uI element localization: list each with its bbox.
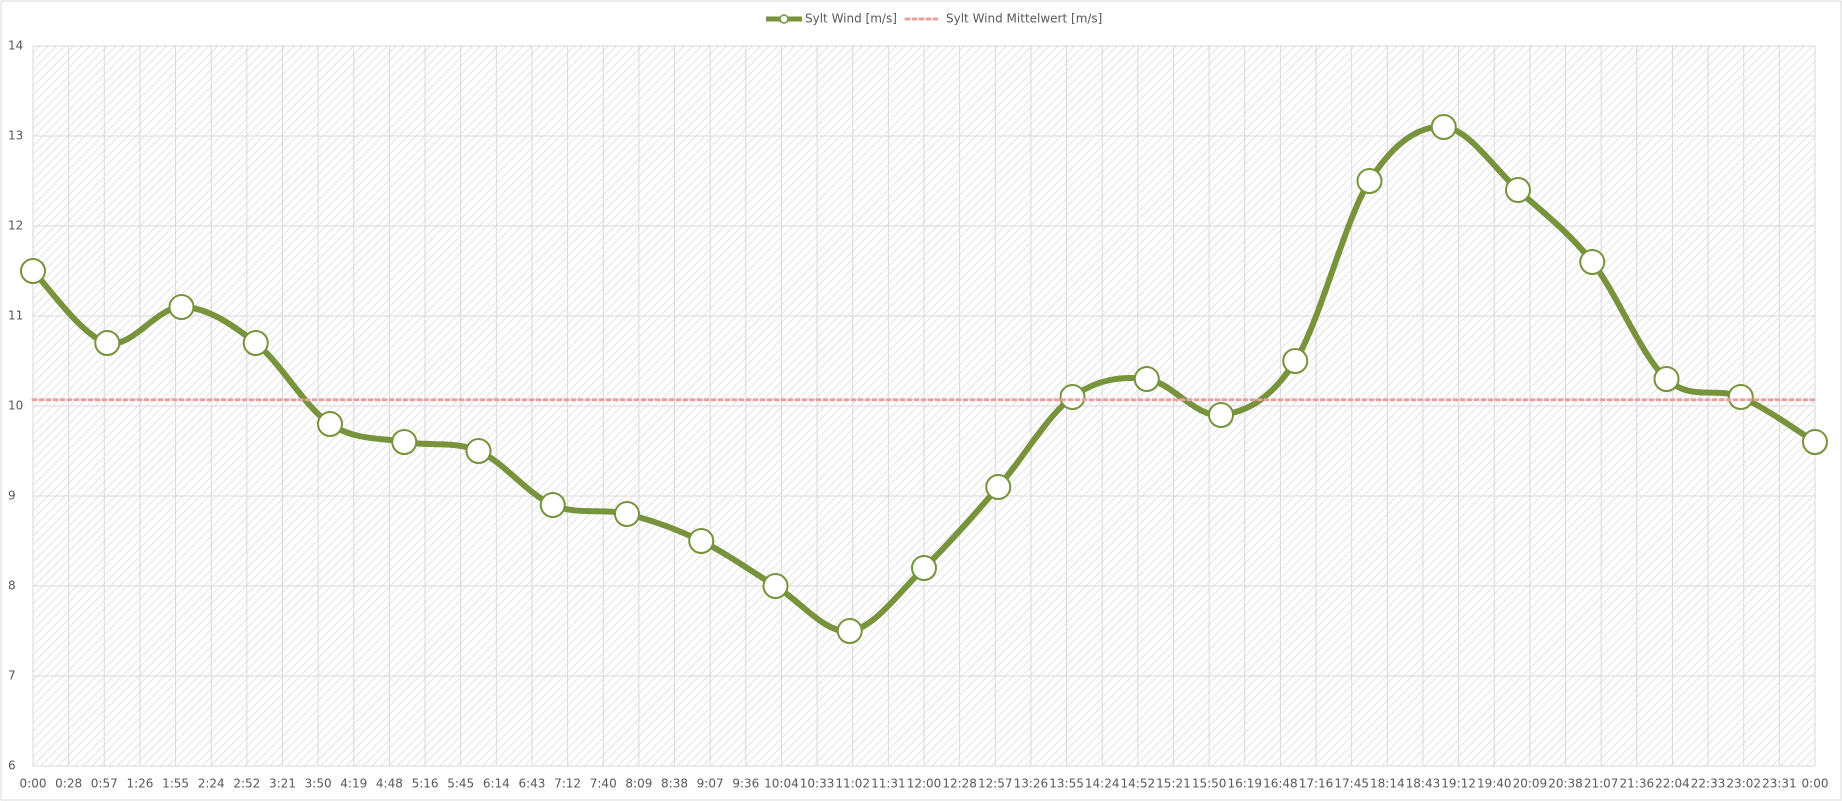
point-marker [94, 330, 121, 356]
legend-label: Sylt Wind Mittelwert [m/s] [946, 12, 1102, 26]
point-marker [539, 492, 566, 518]
point-marker [1653, 366, 1680, 392]
x-tick-label: 20:09 [1513, 777, 1548, 791]
point-marker [1133, 366, 1160, 392]
x-tick-label: 0:00 [1802, 777, 1829, 791]
x-tick-label: 14:52 [1121, 777, 1156, 791]
x-tick-label: 5:45 [447, 777, 474, 791]
point-marker [614, 501, 640, 527]
x-tick-label: 17:45 [1334, 777, 1369, 791]
x-tick-label: 7:40 [590, 777, 617, 791]
point-marker [762, 573, 789, 599]
x-tick-label: 12:00 [907, 777, 942, 791]
point-marker [1579, 249, 1606, 275]
x-tick-label: 16:19 [1227, 777, 1262, 791]
y-tick-label: 13 [8, 129, 23, 143]
point-marker [317, 411, 343, 437]
x-tick-label: 20:38 [1548, 777, 1583, 791]
x-tick-label: 21:07 [1584, 777, 1619, 791]
x-tick-label: 1:55 [162, 777, 189, 791]
y-tick-label: 10 [8, 399, 23, 413]
point-marker [1356, 168, 1383, 194]
x-tick-label: 1:26 [126, 777, 153, 791]
point-marker [1208, 402, 1234, 428]
x-tick-label: 19:12 [1441, 777, 1476, 791]
x-tick-label: 11:02 [835, 777, 870, 791]
x-tick-label: 23:02 [1726, 777, 1761, 791]
x-tick-label: 5:16 [412, 777, 439, 791]
x-tick-label: 2:24 [198, 777, 225, 791]
x-tick-label: 22:04 [1655, 777, 1690, 791]
point-marker [1430, 114, 1457, 140]
point-marker [20, 258, 46, 284]
point-marker [168, 294, 195, 320]
point-marker [391, 429, 418, 455]
point-marker [911, 555, 937, 581]
x-tick-label: 13:26 [1014, 777, 1049, 791]
point-marker [1727, 384, 1754, 410]
marks [20, 114, 1828, 644]
x-tick-label: 2:52 [233, 777, 260, 791]
x-tick-label: 13:55 [1049, 777, 1084, 791]
point-marker [1282, 348, 1309, 374]
x-tick-label: 9:07 [697, 777, 724, 791]
x-tick-label: 9:36 [732, 777, 759, 791]
x-tick-label: 10:33 [800, 777, 835, 791]
x-tick-label: 11:31 [871, 777, 906, 791]
x-tick-label: 8:38 [661, 777, 688, 791]
x-tick-label: 12:28 [942, 777, 977, 791]
grid [32, 45, 1816, 767]
y-tick-label: 8 [8, 579, 16, 593]
y-tick-label: 9 [8, 489, 16, 503]
x-tick-label: 6:43 [518, 777, 545, 791]
legend-label: Sylt Wind [m/s] [805, 12, 897, 26]
x-tick-label: 3:50 [305, 777, 332, 791]
x-tick-label: 12:57 [978, 777, 1013, 791]
x-tick-label: 3:21 [269, 777, 296, 791]
x-tick-label: 18:43 [1406, 777, 1441, 791]
point-marker [1505, 177, 1531, 203]
x-tick-label: 19:40 [1477, 777, 1512, 791]
point-marker [985, 474, 1012, 500]
y-tick-label: 11 [8, 309, 23, 323]
point-marker [1059, 384, 1086, 410]
point-marker [242, 330, 269, 356]
x-tick-label: 22:33 [1691, 777, 1726, 791]
x-tick-label: 0:00 [20, 777, 47, 791]
x-tick-label: 10:04 [764, 777, 799, 791]
point-marker [688, 528, 715, 554]
x-tick-label: 15:50 [1192, 777, 1227, 791]
x-tick-label: 23:31 [1762, 777, 1797, 791]
x-tick-label: 18:14 [1370, 777, 1405, 791]
x-tick-label: 14:24 [1085, 777, 1120, 791]
y-tick-label: 14 [8, 39, 23, 53]
x-tick-label: 15:21 [1156, 777, 1191, 791]
point-marker [465, 438, 492, 464]
point-marker [1802, 429, 1828, 455]
legend: Sylt Wind [m/s] Sylt Wind Mittelwert [m/s… [766, 12, 1102, 26]
x-tick-label: 0:57 [91, 777, 118, 791]
y-tick-label: 7 [8, 669, 16, 683]
x-tick-label: 17:16 [1299, 777, 1334, 791]
x-tick-label: 4:48 [376, 777, 403, 791]
x-tick-label: 21:36 [1620, 777, 1655, 791]
x-tick-label: 0:28 [55, 777, 82, 791]
y-tick-label: 6 [8, 759, 16, 773]
x-tick-label: 7:12 [554, 777, 581, 791]
legend-icon [779, 14, 789, 24]
y-tick-label: 12 [8, 219, 23, 233]
x-tick-label: 16:48 [1263, 777, 1298, 791]
x-tick-label: 8:09 [625, 777, 652, 791]
point-marker [836, 618, 863, 644]
x-tick-label: 4:19 [340, 777, 367, 791]
x-tick-label: 6:14 [483, 777, 510, 791]
